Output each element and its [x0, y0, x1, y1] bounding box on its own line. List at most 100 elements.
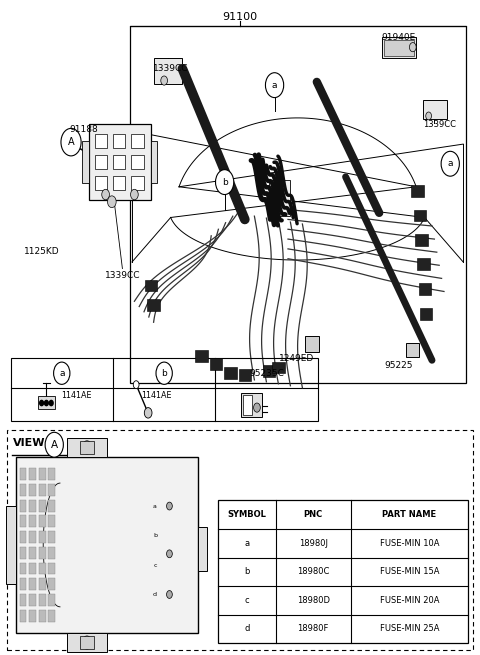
Bar: [39, 484, 46, 496]
Circle shape: [49, 400, 53, 405]
Bar: [29, 578, 36, 590]
Text: 1249ED: 1249ED: [279, 354, 314, 364]
Bar: [210, 358, 222, 370]
Bar: [20, 515, 26, 527]
Bar: [224, 367, 237, 379]
Text: 95225: 95225: [384, 361, 413, 370]
Text: d: d: [153, 592, 157, 597]
Bar: [198, 527, 207, 571]
Bar: [131, 134, 144, 148]
Bar: [29, 531, 36, 543]
Text: A: A: [68, 137, 74, 147]
Bar: [29, 500, 36, 512]
Bar: [80, 636, 94, 649]
Bar: [423, 100, 447, 119]
Bar: [145, 280, 157, 291]
Text: 91940E: 91940E: [382, 33, 416, 43]
Circle shape: [102, 189, 109, 200]
Circle shape: [409, 43, 416, 52]
Bar: [131, 176, 144, 190]
Bar: [20, 578, 26, 590]
Circle shape: [82, 636, 92, 649]
Text: a: a: [244, 539, 250, 548]
Bar: [67, 633, 107, 652]
Bar: [29, 515, 36, 527]
Bar: [29, 610, 36, 622]
Text: a: a: [59, 369, 64, 378]
Bar: [20, 563, 26, 574]
Bar: [48, 610, 55, 622]
Circle shape: [167, 502, 172, 510]
Bar: [48, 578, 55, 590]
Bar: [20, 468, 26, 480]
Circle shape: [265, 73, 284, 98]
Text: FUSE-MIN 20A: FUSE-MIN 20A: [380, 596, 439, 605]
Text: a: a: [153, 504, 157, 508]
Circle shape: [82, 441, 92, 454]
Bar: [48, 547, 55, 559]
Bar: [80, 441, 94, 454]
Text: b: b: [161, 369, 167, 378]
Bar: [20, 531, 26, 543]
Bar: [239, 369, 251, 381]
Bar: [305, 336, 319, 352]
Text: FUSE-MIN 15A: FUSE-MIN 15A: [380, 567, 439, 576]
Circle shape: [167, 550, 172, 557]
Circle shape: [40, 400, 44, 405]
Bar: [11, 358, 318, 421]
Text: SYMBOL: SYMBOL: [228, 510, 266, 519]
Bar: [29, 468, 36, 480]
Circle shape: [54, 362, 70, 384]
Bar: [39, 515, 46, 527]
Bar: [39, 578, 46, 590]
Bar: [20, 500, 26, 512]
Bar: [39, 563, 46, 574]
Circle shape: [426, 112, 432, 120]
Bar: [384, 40, 414, 56]
Bar: [48, 500, 55, 512]
Bar: [38, 396, 55, 409]
Bar: [67, 438, 107, 457]
Text: 91100: 91100: [222, 12, 258, 22]
Bar: [420, 308, 432, 320]
Bar: [95, 176, 107, 190]
Text: PNC: PNC: [304, 510, 323, 519]
Bar: [195, 350, 208, 362]
Bar: [6, 506, 16, 584]
Bar: [39, 531, 46, 543]
Text: FUSE-MIN 25A: FUSE-MIN 25A: [380, 624, 439, 633]
Circle shape: [441, 151, 459, 176]
Text: b: b: [222, 178, 228, 187]
Bar: [39, 594, 46, 606]
Bar: [16, 457, 198, 633]
Bar: [20, 547, 26, 559]
Bar: [29, 547, 36, 559]
Bar: [29, 594, 36, 606]
Bar: [95, 155, 107, 169]
Bar: [7, 430, 473, 650]
Text: d: d: [244, 624, 250, 633]
Text: 1339CC: 1339CC: [423, 120, 456, 129]
Text: 18980D: 18980D: [297, 596, 330, 605]
Bar: [113, 155, 125, 169]
Bar: [29, 484, 36, 496]
Circle shape: [131, 189, 138, 200]
Bar: [113, 176, 125, 190]
Text: 18980F: 18980F: [298, 624, 329, 633]
Circle shape: [253, 403, 260, 412]
Bar: [39, 500, 46, 512]
Circle shape: [108, 196, 116, 208]
Text: 18980C: 18980C: [297, 567, 329, 576]
Bar: [48, 531, 55, 543]
Circle shape: [156, 362, 172, 384]
Text: A: A: [51, 440, 58, 450]
Text: 18980J: 18980J: [299, 539, 328, 548]
Bar: [113, 134, 125, 148]
Text: PART NAME: PART NAME: [382, 510, 436, 519]
Text: 1339CC: 1339CC: [105, 271, 140, 280]
Bar: [415, 234, 428, 246]
Circle shape: [167, 591, 172, 599]
Bar: [48, 468, 55, 480]
Bar: [269, 180, 290, 216]
Text: FUSE-MIN 10A: FUSE-MIN 10A: [380, 539, 439, 548]
